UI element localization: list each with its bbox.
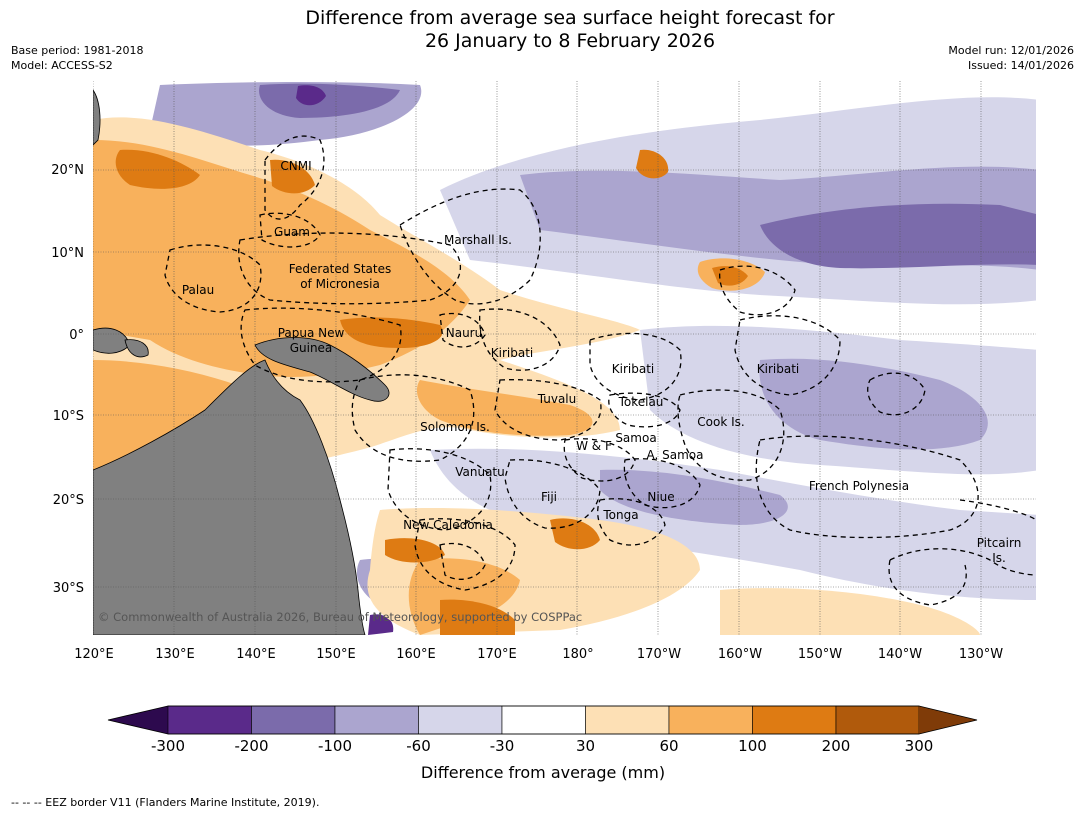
label-kiribati-west: Kiribati <box>491 346 533 360</box>
land-masses <box>93 89 390 635</box>
colorbar-tick-30: 30 <box>576 737 595 755</box>
lon-label-140e: 140°E <box>236 647 276 662</box>
lat-label-30s: 30°S <box>53 581 84 596</box>
colorbar-swatch-6 <box>585 705 670 735</box>
meta-left: Base period: 1981-2018 Model: ACCESS-S2 <box>11 43 143 73</box>
lon-label-170e: 170°E <box>477 647 517 662</box>
colorbar-swatch-2 <box>251 705 336 735</box>
title-line-1: Difference from average sea surface heig… <box>305 7 835 29</box>
lon-label-130w: 130°W <box>959 647 1003 662</box>
lon-label-150w: 150°W <box>798 647 842 662</box>
label-wallis-futuna: W & F <box>576 439 612 453</box>
label-fsm-line2: of Micronesia <box>300 277 380 291</box>
colorbar-tick-60: 60 <box>659 737 678 755</box>
lon-label-140w: 140°W <box>878 647 922 662</box>
label-kiribati-east: Kiribati <box>757 362 799 376</box>
colorbar: -300 -200 -100 -60 -30 30 60 100 200 300… <box>107 705 978 782</box>
label-guam: Guam <box>274 225 310 239</box>
label-new-caledonia: New Caledonia <box>403 518 493 532</box>
region-labels: CNMI Guam Marshall Is. Federated States … <box>182 159 1021 565</box>
meta-right: Model run: 12/01/2026 Issued: 14/01/2026 <box>948 43 1074 73</box>
label-fiji: Fiji <box>541 490 557 504</box>
colorbar-swatch-7 <box>668 705 753 735</box>
lat-label-20n: 20°N <box>51 163 84 178</box>
positive-anomaly-areas <box>93 117 980 635</box>
label-png-line2: Guinea <box>290 341 333 355</box>
longitude-labels: 120°E 130°E 140°E 150°E 160°E 170°E 180°… <box>74 647 1003 662</box>
title-line-2: 26 January to 8 February 2026 <box>424 30 716 52</box>
australia-landmass <box>93 359 366 635</box>
colorbar-swatch-9 <box>835 705 920 735</box>
label-solomon-islands: Solomon Is. <box>420 420 490 434</box>
lon-label-170w: 170°W <box>637 647 681 662</box>
label-french-polynesia: French Polynesia <box>809 479 909 493</box>
label-kiribati-central: Kiribati <box>612 362 654 376</box>
lat-label-10s: 10°S <box>53 409 84 424</box>
model-name: Model: ACCESS-S2 <box>11 59 113 72</box>
colorbar-swatch-3 <box>334 705 419 735</box>
lon-label-130e: 130°E <box>155 647 195 662</box>
lat-label-10n: 10°N <box>51 246 84 261</box>
asia-coast-landmass <box>93 89 101 146</box>
label-niue: Niue <box>647 490 674 504</box>
label-tonga: Tonga <box>602 508 638 522</box>
new-guinea-landmass <box>254 337 390 402</box>
lat-label-20s: 20°S <box>53 493 84 508</box>
colorbar-outline <box>107 705 978 735</box>
map-title: Difference from average sea surface heig… <box>0 7 1085 53</box>
map-area: CNMI Guam Marshall Is. Federated States … <box>93 81 1036 635</box>
base-period: Base period: 1981-2018 <box>11 44 144 57</box>
label-vanuatu: Vanuatu <box>455 465 505 479</box>
colorbar-swatch-8 <box>752 705 837 735</box>
eez-footnote: -- -- -- EEZ border V11 (Flanders Marine… <box>11 796 320 809</box>
label-tuvalu: Tuvalu <box>537 392 577 406</box>
label-nauru: Nauru <box>446 326 482 340</box>
label-tokelau: Tokelau <box>618 395 664 409</box>
colorbar-tick-neg300: -300 <box>151 737 185 755</box>
lon-label-180: 180° <box>562 647 593 662</box>
label-png-line1: Papua New <box>278 326 345 340</box>
label-pitcairn-line1: Pitcairn <box>977 536 1022 550</box>
colorbar-tick-200: 200 <box>822 737 851 755</box>
label-marshall-islands: Marshall Is. <box>444 233 512 247</box>
latitude-labels: 20°N 10°N 0° 10°S 20°S 30°S <box>51 163 84 596</box>
colorbar-swatch-1 <box>167 705 252 735</box>
graticule <box>93 81 1036 635</box>
copyright-notice: © Commonwealth of Australia 2026, Bureau… <box>98 610 582 624</box>
colorbar-tick-100: 100 <box>738 737 767 755</box>
colorbar-low-extension <box>108 706 168 734</box>
colorbar-tick-neg100: -100 <box>318 737 352 755</box>
issued-date: Issued: 14/01/2026 <box>967 59 1074 72</box>
colorbar-swatch-5 <box>501 705 586 735</box>
label-palau: Palau <box>182 283 214 297</box>
label-pitcairn-line2: Is. <box>992 551 1006 565</box>
label-samoa: Samoa <box>615 431 656 445</box>
colorbar-high-extension <box>919 706 977 734</box>
colorbar-tick-neg60: -60 <box>406 737 431 755</box>
model-run: Model run: 12/01/2026 <box>948 44 1074 57</box>
colorbar-tick-neg30: -30 <box>490 737 515 755</box>
lat-label-0: 0° <box>69 328 84 343</box>
label-cnmi: CNMI <box>280 159 311 173</box>
eez-borders <box>164 135 1036 606</box>
label-cook-islands: Cook Is. <box>697 415 744 429</box>
colorbar-label: Difference from average (mm) <box>421 763 665 782</box>
label-american-samoa: A. Samoa <box>647 448 704 462</box>
lon-label-160e: 160°E <box>396 647 436 662</box>
label-fsm-line1: Federated States <box>289 262 391 276</box>
colorbar-tick-neg200: -200 <box>234 737 268 755</box>
colorbar-swatch-4 <box>418 705 503 735</box>
halmahera-landmass <box>124 339 149 358</box>
colorbar-tick-300: 300 <box>905 737 934 755</box>
lon-label-160w: 160°W <box>718 647 762 662</box>
lon-label-120e: 120°E <box>74 647 114 662</box>
lon-label-150e: 150°E <box>316 647 356 662</box>
